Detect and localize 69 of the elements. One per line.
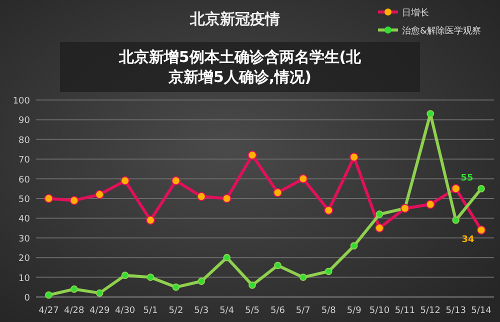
x-tick-label: 5/11 bbox=[394, 306, 416, 316]
x-tick-label: 5/14 bbox=[471, 306, 492, 316]
point bbox=[273, 188, 282, 198]
x-tick-label: 4/30 bbox=[114, 306, 136, 316]
point bbox=[426, 110, 434, 118]
point bbox=[120, 176, 130, 186]
point bbox=[350, 152, 359, 162]
x-tick-label: 5/1 bbox=[143, 306, 158, 316]
x-tick-label: 5/13 bbox=[446, 306, 466, 316]
point bbox=[146, 274, 154, 281]
x-tick-label: 5/3 bbox=[194, 306, 209, 316]
point bbox=[198, 278, 206, 285]
point bbox=[248, 150, 257, 160]
point bbox=[426, 200, 435, 209]
y-tick-label: 70 bbox=[18, 156, 30, 166]
point bbox=[274, 262, 282, 270]
point bbox=[196, 192, 206, 202]
x-tick-label: 5/9 bbox=[346, 306, 362, 316]
point bbox=[95, 190, 104, 200]
y-tick-label: 50 bbox=[18, 195, 30, 205]
point bbox=[121, 272, 129, 280]
point bbox=[146, 216, 155, 225]
point bbox=[248, 281, 256, 289]
y-tick-label: 30 bbox=[18, 234, 30, 244]
legend-label: 治愈&解除医学观察 bbox=[402, 26, 482, 36]
y-tick-label: 100 bbox=[12, 96, 30, 106]
point bbox=[299, 274, 307, 281]
point bbox=[452, 216, 460, 224]
x-tick-label: 4/28 bbox=[64, 306, 85, 316]
point bbox=[223, 254, 231, 262]
y-tick-label: 0 bbox=[24, 294, 30, 304]
point bbox=[478, 184, 485, 192]
point bbox=[324, 206, 334, 215]
x-tick-label: 4/29 bbox=[90, 306, 110, 316]
data-label: 34 bbox=[462, 235, 474, 246]
y-tick-label: 80 bbox=[18, 136, 30, 146]
x-tick-label: 5/2 bbox=[168, 306, 184, 316]
y-tick-label: 40 bbox=[18, 214, 30, 225]
chart-title: 北京新冠疫情 bbox=[189, 10, 280, 28]
x-tick-label: 5/8 bbox=[321, 306, 336, 316]
legend-label: 日增长 bbox=[402, 8, 429, 18]
point bbox=[70, 285, 78, 293]
point bbox=[171, 176, 180, 186]
x-tick-label: 5/6 bbox=[270, 306, 286, 316]
x-tick-label: 5/10 bbox=[369, 306, 390, 316]
y-tick-label: 90 bbox=[18, 116, 30, 126]
text: 北京新增5例本土确诊含两名学生(北京新增5人确诊,情况) bbox=[118, 48, 362, 86]
point bbox=[44, 194, 54, 203]
point bbox=[451, 184, 460, 194]
point bbox=[172, 283, 180, 291]
point bbox=[222, 194, 232, 203]
point bbox=[376, 210, 384, 218]
x-tick-label: 5/12 bbox=[420, 306, 440, 316]
point bbox=[324, 268, 332, 276]
x-tick-label: 4/27 bbox=[38, 306, 59, 316]
point bbox=[298, 174, 308, 184]
x-tick-label: 5/5 bbox=[245, 306, 260, 316]
point bbox=[476, 226, 486, 235]
y-tick-label: 20 bbox=[18, 254, 30, 264]
y-tick-label: 10 bbox=[18, 274, 30, 284]
point bbox=[70, 196, 79, 205]
point bbox=[350, 242, 358, 250]
data-label: 55 bbox=[460, 174, 474, 184]
point bbox=[375, 224, 384, 233]
point bbox=[96, 289, 104, 297]
y-tick-label: 60 bbox=[18, 175, 30, 186]
point bbox=[45, 291, 52, 299]
x-tick-label: 5/7 bbox=[296, 306, 310, 316]
x-tick-label: 5/4 bbox=[220, 306, 234, 316]
